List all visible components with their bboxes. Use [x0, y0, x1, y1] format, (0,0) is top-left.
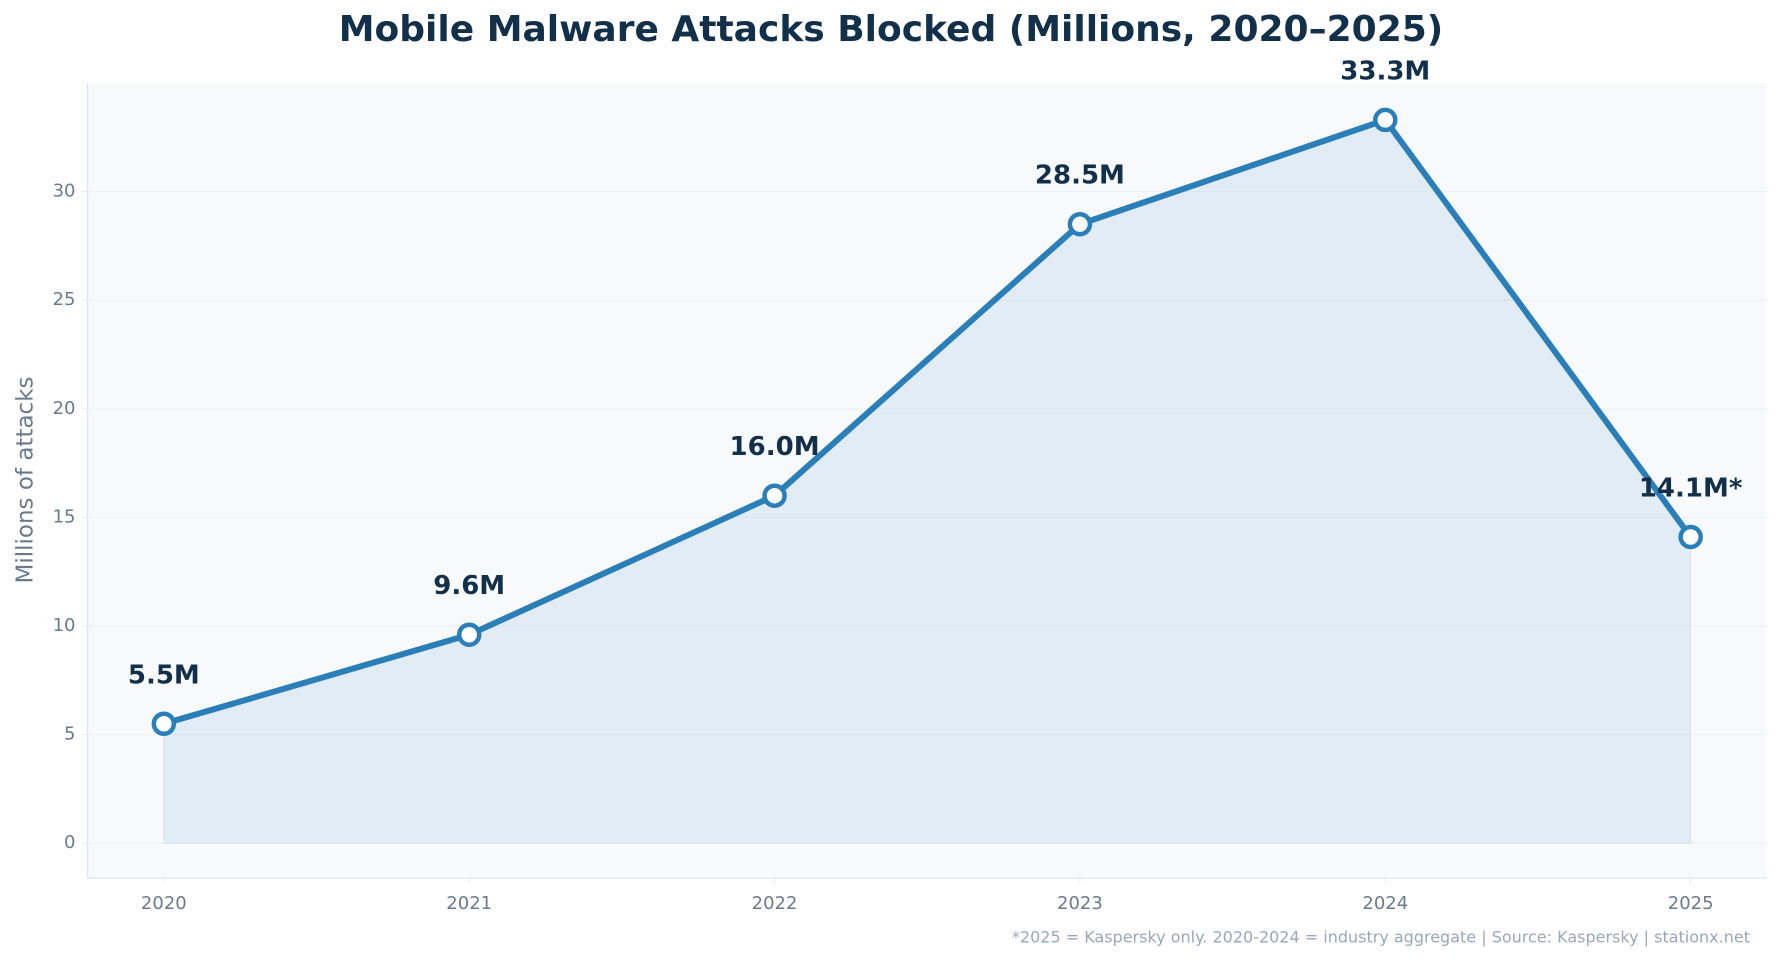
data-label: 33.3M	[1340, 56, 1430, 86]
marker	[1067, 211, 1093, 237]
x-tick-label: 2020	[141, 893, 187, 914]
data-label: 5.5M	[128, 660, 200, 690]
y-tick-label: 30	[53, 181, 76, 202]
y-tick-label: 10	[53, 615, 76, 636]
marker	[1373, 107, 1398, 133]
marker	[762, 483, 787, 508]
y-axis-label: Millions of attacks	[13, 377, 39, 584]
x-tick-label: 2022	[752, 893, 798, 914]
x-tick-label: 2023	[1057, 893, 1103, 914]
x-tick-label: 2025	[1668, 893, 1714, 914]
data-label: 14.1M*	[1639, 473, 1743, 503]
plot-area	[87, 83, 1767, 878]
y-tick-label: 5	[64, 724, 75, 745]
y-tick-label: 25	[53, 289, 76, 310]
footnote: *2025 = Kaspersky only. 2020-2024 = indu…	[1012, 928, 1750, 947]
x-tick-label: 2024	[1362, 893, 1408, 914]
line	[163, 116, 1694, 727]
y-tick-label: 15	[53, 506, 76, 527]
chart-title: Mobile Malware Attacks Blocked (Millions…	[339, 9, 1444, 50]
y-tick-label: 20	[53, 398, 76, 419]
data-label: 28.5M	[1035, 161, 1125, 191]
y-tick-label: 0	[64, 832, 75, 853]
data-label: 9.6M	[433, 571, 505, 601]
marker	[151, 711, 177, 737]
x-tick-label: 2021	[446, 893, 492, 914]
data-label: 16.0M	[730, 432, 820, 462]
marker	[1678, 524, 1703, 550]
marker	[456, 622, 482, 647]
